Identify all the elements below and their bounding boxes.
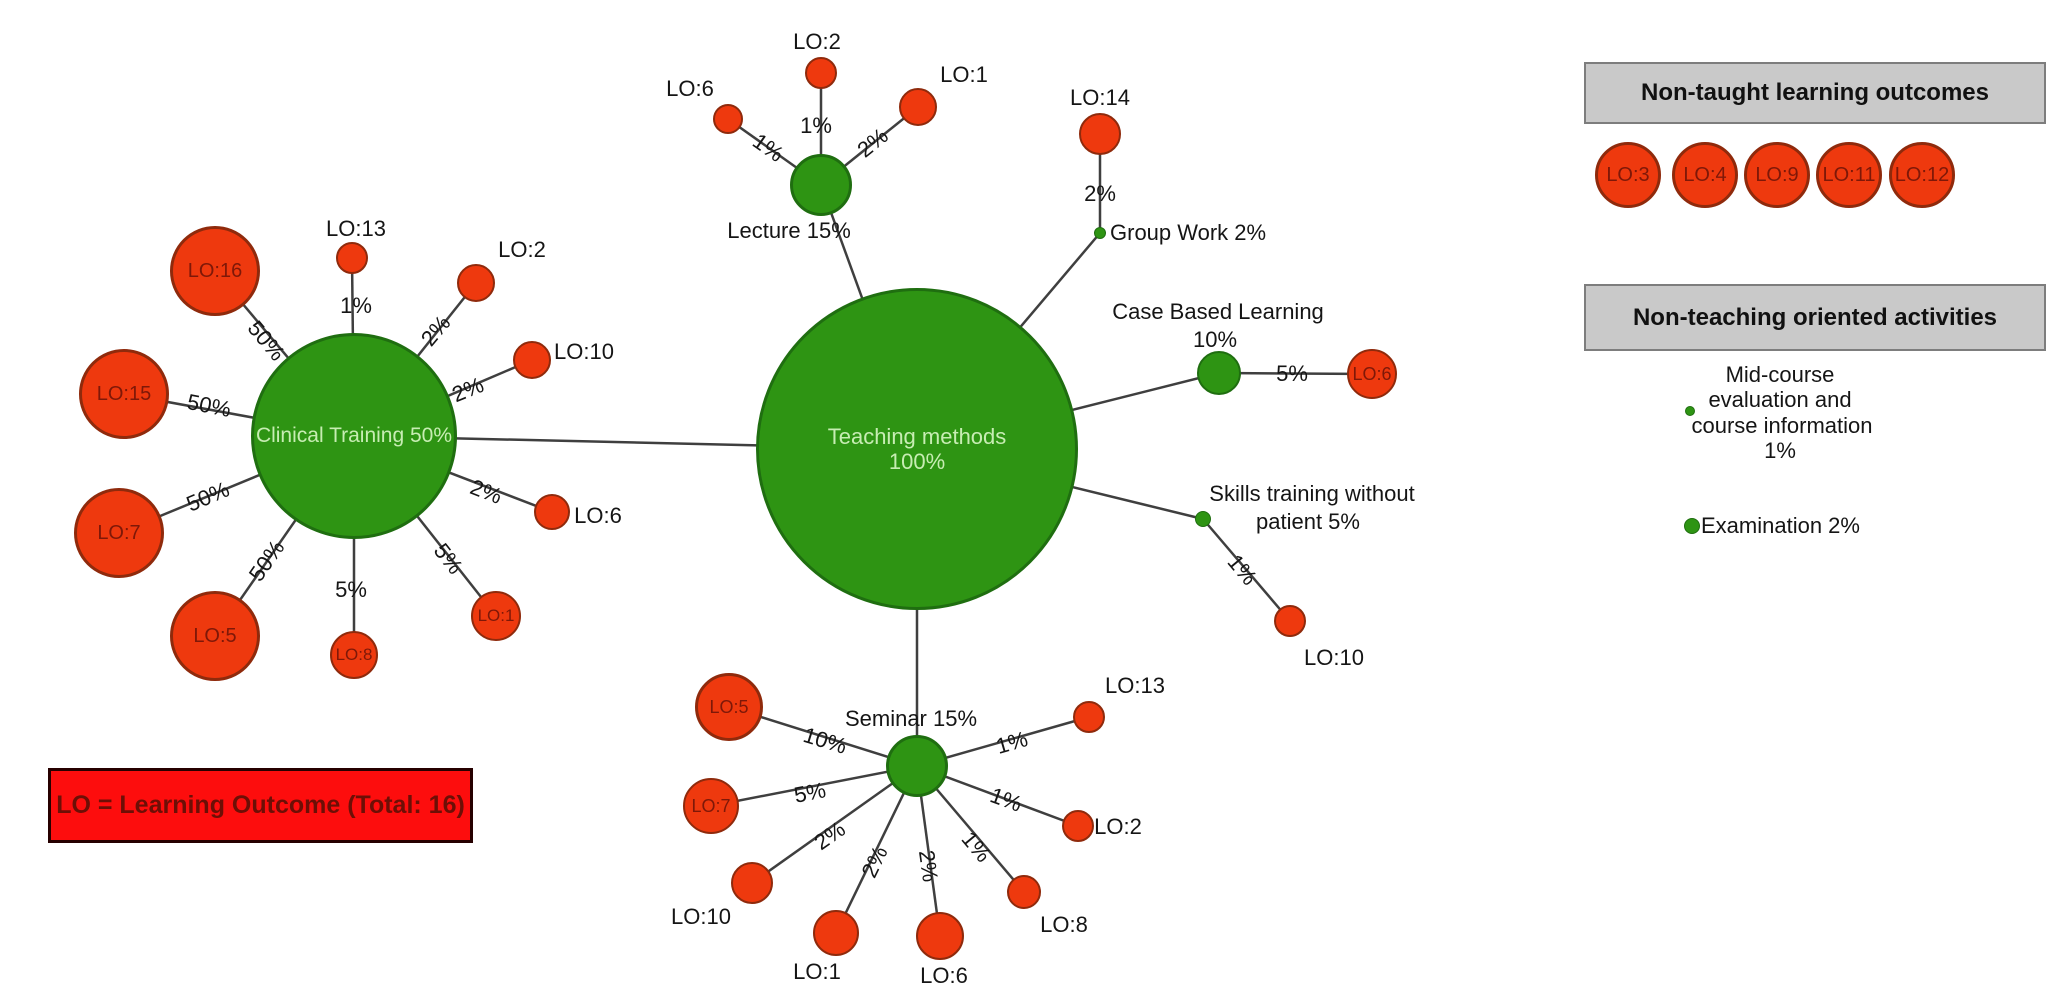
node-label: LO:3: [1606, 163, 1650, 186]
node-label: LO:4: [1683, 163, 1727, 186]
node-label: LO:5: [709, 696, 749, 717]
node-case-based-learning: [1197, 351, 1241, 395]
node-nontaught-lo4: LO:4: [1672, 142, 1738, 208]
text-label: patient 5%: [1256, 509, 1360, 534]
node-lecture-lo6: [713, 104, 743, 134]
node-clinical-lo1: LO:1: [471, 591, 521, 641]
node-groupwork-lo14: [1079, 113, 1121, 155]
text-label: LO:10: [1304, 645, 1364, 670]
text-label: Lecture 15%: [727, 218, 851, 243]
node-nontaught-lo9: LO:9: [1744, 142, 1810, 208]
node-lecture-lo1: [899, 88, 937, 126]
text-label: LO:13: [1105, 673, 1165, 698]
text-label: course information: [1691, 413, 1873, 438]
text-label: Mid-course: [1725, 362, 1835, 387]
node-seminar: [886, 735, 948, 797]
node-seminar-lo7: LO:7: [683, 778, 739, 834]
text-label: LO:6: [574, 503, 622, 528]
edge-line: [710, 764, 918, 808]
text-label: LO:10: [671, 904, 731, 929]
node-seminar-lo1: [813, 910, 859, 956]
non-taught-header-text: Non-taught learning outcomes: [1641, 79, 1989, 106]
legend-text: LO = Learning Outcome (Total: 16): [56, 791, 465, 819]
text-label: LO:8: [1040, 912, 1088, 937]
node-label: 100%: [888, 449, 946, 474]
edge-line: [1218, 371, 1373, 376]
node-seminar-lo6: [916, 912, 964, 960]
node-clinical-lo7: LO:7: [74, 488, 164, 578]
text-label: 1%: [1764, 438, 1796, 463]
node-nontaught-lo11: LO:11: [1816, 142, 1882, 208]
text-label: evaluation and: [1708, 387, 1852, 412]
text-label: LO:6: [666, 76, 714, 101]
node-label: LO:11: [1822, 163, 1876, 186]
text-label: LO:13: [326, 216, 386, 241]
node-label: LO:15: [96, 382, 152, 405]
node-label: LO:16: [187, 259, 243, 282]
text-label: LO:1: [793, 959, 841, 984]
node-label: LO:1: [477, 606, 515, 626]
text-label: Seminar 15%: [844, 706, 978, 731]
node-label: LO:12: [1894, 163, 1950, 186]
node-label: Teaching methods: [827, 423, 1007, 449]
edge-percent-label: 1%: [340, 293, 372, 318]
text-label: LO:1: [940, 62, 988, 87]
node-seminar-lo8: [1007, 875, 1041, 909]
node-label: Clinical Training 50%: [255, 423, 453, 447]
node-label: LO:7: [691, 795, 731, 816]
edge-percent-label: 2%: [1084, 181, 1116, 206]
non-taught-header-box: Non-taught learning outcomes: [1584, 62, 2046, 124]
edge-line: [751, 764, 918, 885]
node-seminar-lo13: [1073, 701, 1105, 733]
node-clinical-lo13: [336, 242, 368, 274]
node-teaching-methods: Teaching methods 100%: [756, 288, 1078, 610]
edge-percent-label: 1%: [800, 113, 832, 138]
edge-percent-label: 5%: [1276, 361, 1308, 386]
node-clinical-lo5: LO:5: [170, 591, 260, 681]
node-clinical-lo15: LO:15: [79, 349, 169, 439]
text-label: LO:2: [1094, 814, 1142, 839]
node-lecture-lo2: [805, 57, 837, 89]
node-clinical-training: Clinical Training 50%: [251, 333, 457, 539]
text-label: 10%: [1192, 327, 1238, 352]
node-nontaught-lo12: LO:12: [1889, 142, 1955, 208]
node-clinical-lo16: LO:16: [170, 226, 260, 316]
node-examination: [1684, 518, 1700, 534]
text-label: Skills training without: [1209, 481, 1415, 506]
node-label: LO:8: [335, 645, 373, 665]
text-label: LO:2: [498, 237, 546, 262]
node-seminar-lo10: [731, 862, 773, 904]
text-label: LO:14: [1070, 85, 1130, 110]
text-label: Case Based Learning: [1112, 299, 1324, 324]
node-cbl-lo6: LO:6: [1347, 349, 1397, 399]
edge-line: [1202, 518, 1291, 622]
node-skills-training: [1195, 511, 1211, 527]
node-clinical-lo8: LO:8: [330, 631, 378, 679]
node-seminar-lo2: [1062, 810, 1094, 842]
text-label: Examination 2%: [1701, 513, 1860, 538]
node-clinical-lo6: [534, 494, 570, 530]
node-skills-lo10: [1274, 605, 1306, 637]
legend-box: LO = Learning Outcome (Total: 16): [48, 768, 473, 843]
node-group-work: [1094, 227, 1106, 239]
node-label: LO:7: [97, 521, 141, 544]
non-teaching-header-box: Non-teaching oriented activities: [1584, 284, 2046, 351]
node-clinical-lo10: [513, 341, 551, 379]
text-label: LO:6: [920, 963, 968, 988]
node-mid-course-evaluation: [1685, 406, 1695, 416]
text-label: LO:10: [554, 339, 614, 364]
text-label: LO:2: [793, 29, 841, 54]
node-lecture: [790, 154, 852, 216]
node-seminar-lo5: LO:5: [695, 673, 763, 741]
edge-percent-label: 2%: [913, 848, 944, 884]
non-teaching-header-text: Non-teaching oriented activities: [1632, 303, 1998, 331]
node-label: LO:5: [193, 624, 237, 647]
node-label: LO:9: [1755, 163, 1799, 186]
node-clinical-lo2: [457, 264, 495, 302]
edge-percent-label: 5%: [335, 577, 367, 602]
node-nontaught-lo3: LO:3: [1595, 142, 1661, 208]
text-label: Group Work 2%: [1110, 220, 1267, 245]
node-label: LO:6: [1352, 363, 1392, 384]
